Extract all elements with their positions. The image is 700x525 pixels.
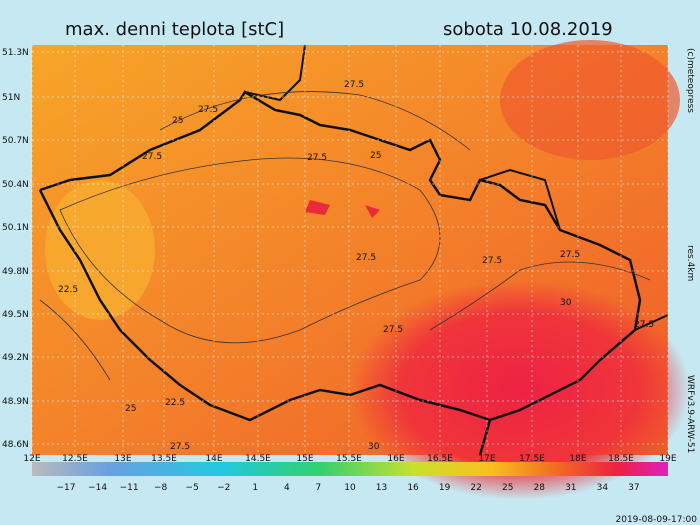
lon-label: 15E xyxy=(296,454,313,464)
contour-label: 27.5 xyxy=(356,253,376,263)
contour-label: 27.5 xyxy=(307,153,327,163)
model: WRFv3.9-ARW-51 xyxy=(685,375,695,453)
colorbar-label: −11 xyxy=(120,483,139,493)
contour-label: 27.5 xyxy=(142,152,162,162)
contour-label: 27.5 xyxy=(482,256,502,266)
date: sobota 10.08.2019 xyxy=(443,19,613,40)
contour-label: 27.5 xyxy=(170,442,190,452)
contour-label: 27.5 xyxy=(198,105,218,115)
contour xyxy=(59,157,441,344)
lon-label: 14.5E xyxy=(245,454,271,464)
hot-region xyxy=(350,280,690,500)
colorbar-label: 37 xyxy=(628,483,639,493)
lat-labels: 51.3N 51N 50.7N 50.4N 50.1N 49.8N 49.5N 49.2N 48… xyxy=(2,48,29,450)
contour-label: 22.5 xyxy=(165,398,185,408)
colorbar-label: 22 xyxy=(470,483,481,493)
colorbar-label: 13 xyxy=(376,483,387,493)
contour-label: 30 xyxy=(368,442,380,452)
contour-label: 22.5 xyxy=(58,285,78,295)
colorbar xyxy=(32,462,668,476)
lon-label: 17.5E xyxy=(519,454,545,464)
colorbar-label: 19 xyxy=(439,483,451,493)
timestamp: 2019-08-09-17:00 xyxy=(616,515,698,525)
colorbar-label: 1 xyxy=(252,483,258,493)
lon-label: 13E xyxy=(114,454,131,464)
lon-label: 12E xyxy=(23,454,40,464)
lon-label: 17E xyxy=(478,454,495,464)
contour-label: 25 xyxy=(172,116,183,126)
lat-label: 50.4N xyxy=(2,180,29,190)
colorbar-label: −14 xyxy=(88,483,107,493)
border xyxy=(244,44,669,331)
contour-labels: 27.5 27.5 25 27.5 25 27.5 27.5 27.5 27.5 22.5 30 27… xyxy=(58,80,654,452)
colorbar-label: −17 xyxy=(57,483,76,493)
lat-label: 49.8N xyxy=(2,267,29,277)
lat-label: 51N xyxy=(2,93,20,103)
colorbar-label: 28 xyxy=(534,483,546,493)
lon-label: 12.5E xyxy=(62,454,88,464)
lon-label: 15.5E xyxy=(336,454,362,464)
contour-label: 27.5 xyxy=(344,80,364,90)
grid xyxy=(31,45,669,455)
lon-labels: 12E 12.5E 13E 13.5E 14E 14.5E 15E 15.5E 16E 16.5E… xyxy=(23,454,676,464)
colorbar-label: 31 xyxy=(565,483,576,493)
colorbar-label: 10 xyxy=(344,483,356,493)
cool-region xyxy=(45,180,155,320)
contour xyxy=(39,91,651,381)
warm-region xyxy=(500,40,680,160)
colorbar-labels: −17 −14 −11 −8 −5 −2 1 4 7 10 13 16 19 22 25 28 31 34 37 xyxy=(57,483,640,493)
lon-label: 13.5E xyxy=(151,454,177,464)
colorbar-label: 34 xyxy=(597,483,609,493)
colorbar-label: −2 xyxy=(217,483,230,493)
colorbar-label: 25 xyxy=(502,483,513,493)
lat-label: 49.2N xyxy=(2,353,29,363)
hot-spot xyxy=(305,200,380,218)
contour-label: 30 xyxy=(560,298,572,308)
lon-label: 16E xyxy=(387,454,404,464)
lat-label: 49.5N xyxy=(2,310,29,320)
contour-label: 27.5 xyxy=(634,320,654,330)
lat-label: 51.3N xyxy=(2,48,29,58)
copyright: (c)meteopress xyxy=(685,48,695,113)
colorbar-label: −8 xyxy=(154,483,168,493)
lat-label: 48.9N xyxy=(2,397,29,407)
lon-label: 14E xyxy=(205,454,222,464)
lon-label: 18E xyxy=(569,454,586,464)
contour-label: 25 xyxy=(370,151,381,161)
resolution: res.4km xyxy=(685,245,695,281)
title: max. denni teplota [stC] xyxy=(65,19,284,40)
contour-label: 25 xyxy=(125,404,136,414)
lat-label: 50.7N xyxy=(2,136,29,146)
lon-label: 18.5E xyxy=(608,454,634,464)
lon-label: 16.5E xyxy=(427,454,453,464)
colorbar-label: 4 xyxy=(284,483,290,493)
colorbar-label: −5 xyxy=(186,483,199,493)
contour-label: 27.5 xyxy=(383,325,403,335)
contour-label: 27.5 xyxy=(560,250,580,260)
lat-label: 48.6N xyxy=(2,440,29,450)
lon-label: 19E xyxy=(659,454,676,464)
lat-label: 50.1N xyxy=(2,223,29,233)
colorbar-label: 7 xyxy=(316,483,322,493)
colorbar-label: 16 xyxy=(407,483,419,493)
